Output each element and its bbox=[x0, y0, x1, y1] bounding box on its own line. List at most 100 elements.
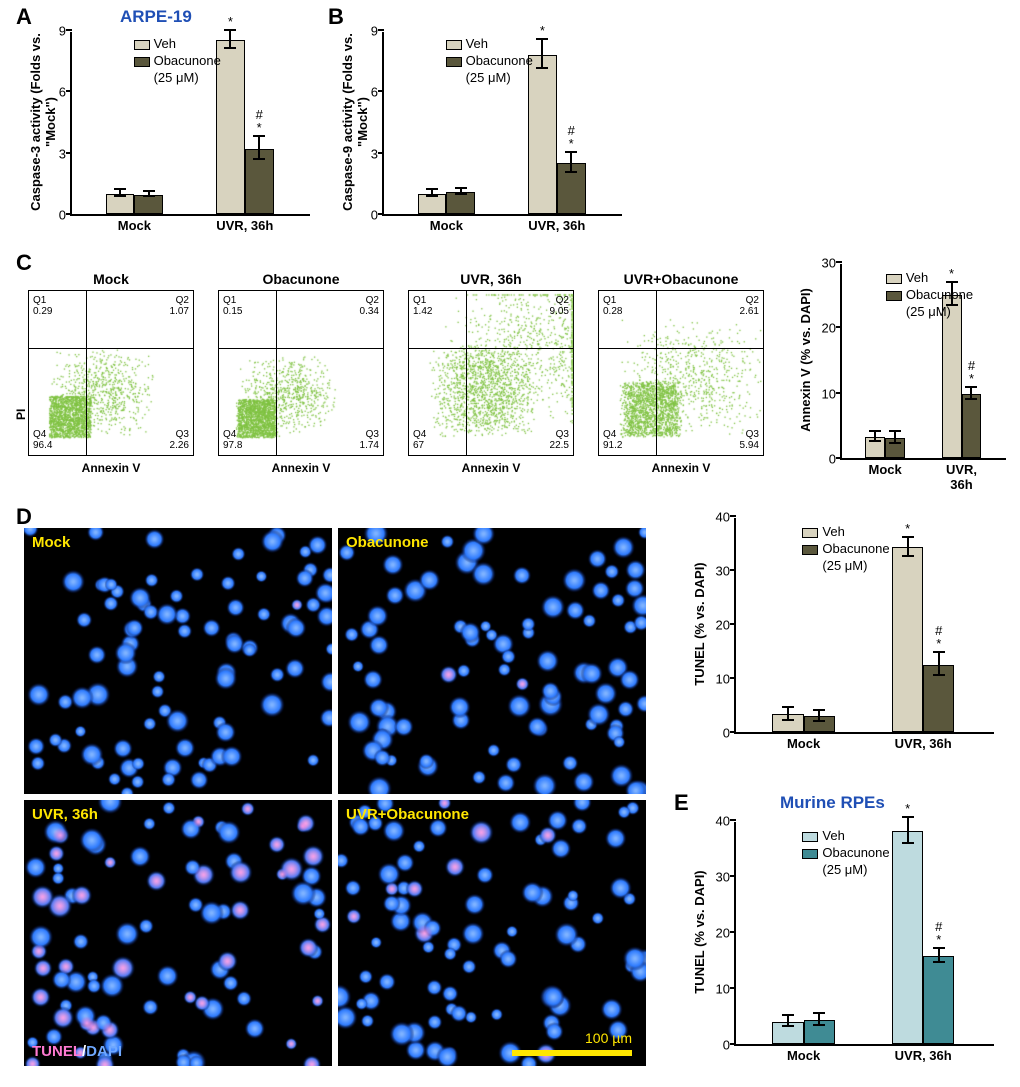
y-tick: 9 bbox=[59, 24, 72, 39]
legend-oba: Obacunone bbox=[154, 53, 221, 68]
flow-q1: Q10.15 bbox=[223, 295, 242, 317]
sig-uvr_veh: * bbox=[893, 522, 923, 535]
micro-label: Obacunone bbox=[346, 534, 429, 551]
chart-caspase3: 0369Mock*# *UVR, 36hCaspase-3 activity (… bbox=[16, 26, 316, 246]
flow-title: UVR+Obacunone bbox=[599, 271, 763, 291]
y-axis-label: Annexin V (% vs. DAPI) bbox=[798, 262, 813, 458]
y-tick: 6 bbox=[59, 85, 72, 100]
micro-panel-3: UVR+Obacunone 100 µm bbox=[338, 800, 646, 1066]
x-tick-uvr: UVR, 36h bbox=[207, 214, 282, 233]
y-tick: 0 bbox=[371, 208, 384, 223]
legend-veh: Veh bbox=[154, 36, 176, 51]
y-tick: 10 bbox=[716, 982, 736, 997]
legend-veh: Veh bbox=[822, 828, 844, 843]
legend: VehObacunone(25 μM) bbox=[802, 524, 889, 575]
x-tick-mock: Mock bbox=[409, 214, 484, 233]
legend-veh: Veh bbox=[822, 524, 844, 539]
y-tick: 20 bbox=[822, 321, 842, 336]
y-axis-label: TUNEL (% vs. DAPI) bbox=[692, 516, 707, 732]
sig-uvr_oba: # * bbox=[956, 359, 986, 385]
panel-label-e: E bbox=[674, 790, 689, 816]
y-tick: 30 bbox=[716, 870, 736, 885]
panel-label-d: D bbox=[16, 504, 32, 530]
y-tick: 20 bbox=[716, 618, 736, 633]
bar-uvr_oba: # * bbox=[923, 956, 954, 1044]
x-tick-uvr: UVR, 36h bbox=[519, 214, 594, 233]
flow-cytometry-row: MockQ10.29Q21.07Q32.26Q496.4Annexin VOba… bbox=[28, 280, 788, 490]
legend-oba-line2: (25 μM) bbox=[446, 70, 533, 85]
y-tick: 6 bbox=[371, 85, 384, 100]
flow-q1: Q10.28 bbox=[603, 295, 622, 317]
legend-oba: Obacunone bbox=[906, 287, 973, 302]
flow-xaxis-label: Annexin V bbox=[219, 455, 383, 475]
y-tick: 0 bbox=[829, 452, 842, 467]
flow-q2: Q29.05 bbox=[550, 295, 569, 317]
flow-q4: Q497.8 bbox=[223, 429, 242, 451]
arpe19-title: ARPE-19 bbox=[120, 7, 192, 27]
legend: Veh Obacunone (25 μM) bbox=[802, 828, 889, 879]
flow-panel-1: ObacunoneQ10.15Q20.34Q31.74Q497.8Annexin… bbox=[218, 290, 384, 456]
micro-label: UVR+Obacunone bbox=[346, 806, 469, 823]
tunel-dapi-label: TUNEL/DAPI bbox=[32, 1043, 122, 1060]
micro-panel-1: Obacunone bbox=[338, 528, 646, 794]
legend-oba: Obacunone bbox=[466, 53, 533, 68]
legend: Veh Obacunone (25 μM) bbox=[134, 36, 221, 87]
y-tick: 40 bbox=[716, 814, 736, 829]
y-axis-label: Caspase-9 activity (Folds vs. "Mock") bbox=[340, 30, 370, 214]
flow-yaxis-label: PI bbox=[14, 409, 28, 420]
bar-mock_veh bbox=[106, 194, 135, 214]
micro-label: Mock bbox=[32, 534, 70, 551]
y-axis-label: Caspase-3 activity (Folds vs. "Mock") bbox=[28, 30, 58, 214]
murine-title: Murine RPEs bbox=[780, 793, 885, 813]
legend-oba-line2: (25 μM) bbox=[886, 304, 973, 319]
flow-xaxis-label: Annexin V bbox=[29, 455, 193, 475]
legend-oba: Obacunone bbox=[822, 845, 889, 860]
micro-label: UVR, 36h bbox=[32, 806, 98, 823]
y-tick: 0 bbox=[723, 1038, 736, 1053]
y-tick: 3 bbox=[371, 146, 384, 161]
flow-panel-2: UVR, 36hQ11.42Q29.05Q322.5Q467Annexin V bbox=[408, 290, 574, 456]
bar-mock_oba bbox=[804, 716, 835, 732]
bar-uvr_oba: # * bbox=[557, 163, 586, 214]
flow-q2: Q22.61 bbox=[740, 295, 759, 317]
chart-caspase9: 0369Mock*# *UVR, 36hCaspase-9 activity (… bbox=[328, 26, 628, 246]
y-tick: 9 bbox=[371, 24, 384, 39]
bar-uvr_oba: # * bbox=[962, 394, 982, 458]
legend: VehObacunone(25 μM) bbox=[446, 36, 533, 87]
bar-uvr_oba: # * bbox=[245, 149, 274, 214]
bar-uvr_veh: * bbox=[892, 547, 923, 732]
bar-mock_veh bbox=[772, 714, 803, 732]
legend-oba-line2: (25 μM) bbox=[134, 70, 221, 85]
sig-uvr_veh: * bbox=[893, 802, 923, 815]
y-tick: 20 bbox=[716, 926, 736, 941]
y-tick: 3 bbox=[59, 146, 72, 161]
flow-q4: Q467 bbox=[413, 429, 426, 451]
flow-q3: Q322.5 bbox=[550, 429, 569, 451]
y-tick: 10 bbox=[822, 386, 842, 401]
flow-xaxis-label: Annexin V bbox=[409, 455, 573, 475]
bar-mock_veh bbox=[865, 437, 885, 458]
y-tick: 0 bbox=[59, 208, 72, 223]
sig-uvr_oba: # * bbox=[924, 920, 954, 946]
bar-mock_oba bbox=[446, 192, 475, 214]
chart-tunel-murine: 010203040Mock*# *UVR, 36hTUNEL (% vs. DA… bbox=[680, 816, 1000, 1076]
flow-q3: Q31.74 bbox=[360, 429, 379, 451]
scalebar bbox=[512, 1050, 632, 1056]
microscopy-grid: Mock Obacunone UVR, 36h TUNEL/DAPI UVR+Obacu… bbox=[24, 528, 664, 1076]
legend: VehObacunone(25 μM) bbox=[886, 270, 973, 321]
flow-q1: Q11.42 bbox=[413, 295, 432, 317]
flow-q4: Q496.4 bbox=[33, 429, 52, 451]
x-tick-mock: Mock bbox=[97, 214, 172, 233]
legend-oba-line2: (25 μM) bbox=[802, 558, 889, 573]
figure: A B C D E ARPE-19 Murine RPEs 0369Mock*#… bbox=[0, 0, 1020, 1087]
x-tick-mock: Mock bbox=[763, 1044, 844, 1063]
micro-panel-2: UVR, 36h TUNEL/DAPI bbox=[24, 800, 332, 1066]
sig-uvr_oba: # * bbox=[244, 108, 274, 134]
x-tick-uvr: UVR, 36h bbox=[883, 1044, 964, 1063]
legend-oba-line2: (25 μM) bbox=[802, 862, 889, 877]
x-tick-uvr: UVR, 36h bbox=[936, 458, 988, 492]
scalebar-label: 100 µm bbox=[585, 1030, 632, 1046]
y-tick: 40 bbox=[716, 510, 736, 525]
sig-uvr_oba: # * bbox=[556, 124, 586, 150]
flow-title: Mock bbox=[29, 271, 193, 291]
